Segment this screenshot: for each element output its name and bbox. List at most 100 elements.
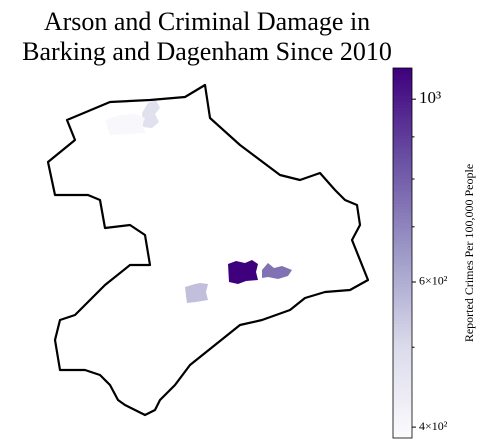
- colorbar-band: [393, 120, 412, 125]
- colorbar-band: [393, 351, 412, 356]
- colorbar-band: [393, 194, 412, 199]
- colorbar-band: [393, 234, 412, 239]
- colorbar-band: [393, 391, 412, 396]
- colorbar-band: [393, 274, 412, 279]
- colorbar-band: [393, 83, 412, 88]
- colorbar-band: [393, 336, 412, 340]
- colorbar-band: [393, 240, 412, 245]
- colorbar-band: [393, 339, 412, 344]
- colorbar-band: [393, 203, 412, 208]
- colorbar-band: [393, 296, 412, 300]
- colorbar-band: [393, 228, 412, 233]
- colorbar-band: [393, 259, 412, 263]
- colorbar-band: [393, 431, 412, 436]
- colorbar-band: [393, 342, 412, 347]
- colorbar-band: [393, 77, 412, 81]
- colorbar-band: [393, 394, 412, 399]
- colorbar-tick-label: 10³: [419, 88, 441, 107]
- colorbar-band: [393, 311, 412, 316]
- colorbar-band: [393, 132, 412, 137]
- colorbar-band: [393, 320, 412, 325]
- colorbar-band: [393, 154, 412, 159]
- region: [105, 114, 146, 135]
- colorbar-band: [393, 243, 412, 248]
- colorbar-band: [393, 249, 412, 254]
- colorbar-band: [393, 262, 412, 266]
- colorbar-band: [393, 434, 412, 439]
- colorbar-band: [393, 86, 412, 91]
- colorbar-band: [393, 212, 412, 217]
- colorbar-band: [393, 373, 412, 377]
- title-line: Barking and Dagenham Since 2010: [22, 37, 392, 66]
- colorbar-band: [393, 256, 412, 260]
- colorbar-band: [393, 206, 412, 211]
- colorbar-band: [393, 68, 412, 72]
- colorbar-band: [393, 268, 412, 273]
- colorbar-band: [393, 333, 412, 337]
- colorbar-band: [393, 126, 412, 131]
- colorbar-band: [393, 410, 412, 414]
- colorbar-band: [393, 364, 412, 368]
- colorbar-band: [393, 222, 412, 226]
- colorbar-band: [393, 169, 412, 174]
- colorbar-band: [393, 71, 412, 75]
- colorbar-band: [393, 305, 412, 310]
- colorbar-band: [393, 422, 412, 427]
- colorbar-band: [393, 382, 412, 387]
- colorbar-band: [393, 253, 412, 257]
- region: [262, 263, 292, 279]
- colorbar-band: [393, 129, 412, 134]
- colorbar-band: [393, 200, 412, 205]
- colorbar-band: [393, 379, 412, 384]
- colorbar-band: [393, 157, 412, 162]
- colorbar-band: [393, 191, 412, 196]
- colorbar-band: [393, 92, 412, 97]
- colorbar-band: [393, 413, 412, 418]
- colorbar-band: [393, 419, 412, 424]
- colorbar-band: [393, 330, 412, 334]
- colorbar-band: [393, 197, 412, 202]
- colorbar-band: [393, 166, 412, 171]
- colorbar-band: [393, 182, 412, 186]
- colorbar-band: [393, 327, 412, 331]
- colorbar-band: [393, 108, 412, 112]
- colorbar-band: [393, 354, 412, 359]
- colorbar-band: [393, 404, 412, 408]
- colorbar-band: [393, 246, 412, 251]
- colorbar-tick-label: 6×10²: [419, 274, 448, 288]
- colorbar-band: [393, 401, 412, 405]
- colorbar-band: [393, 151, 412, 155]
- colorbar-band: [393, 105, 412, 109]
- colorbar: 10³ 6×10² 4×10²: [392, 67, 448, 439]
- colorbar-band: [393, 280, 412, 285]
- region: [228, 260, 258, 284]
- colorbar-band: [393, 370, 412, 374]
- colorbar-band: [393, 148, 412, 152]
- colorbar-band: [393, 302, 412, 307]
- colorbar-band: [393, 237, 412, 242]
- colorbar-band: [393, 160, 412, 165]
- colorbar-band: [393, 225, 412, 229]
- colorbar-band: [393, 114, 412, 118]
- colorbar-band: [393, 416, 412, 421]
- colorbar-band: [393, 293, 412, 297]
- colorbar-band: [393, 188, 412, 192]
- colorbar-band: [393, 345, 412, 350]
- colorbar-band: [393, 317, 412, 322]
- colorbar-band: [393, 367, 412, 371]
- colorbar-band: [393, 179, 412, 183]
- colorbar-band: [393, 80, 412, 85]
- colorbar-band: [393, 357, 412, 362]
- colorbar-band: [393, 209, 412, 214]
- colorbar-band: [393, 172, 412, 177]
- region: [142, 100, 160, 128]
- colorbar-band: [393, 219, 412, 223]
- colorbar-band: [393, 89, 412, 94]
- colorbar-band: [393, 308, 412, 313]
- region: [185, 283, 208, 303]
- colorbar-band: [393, 397, 412, 402]
- colorbar-band: [393, 145, 412, 149]
- colorbar-band: [393, 135, 412, 140]
